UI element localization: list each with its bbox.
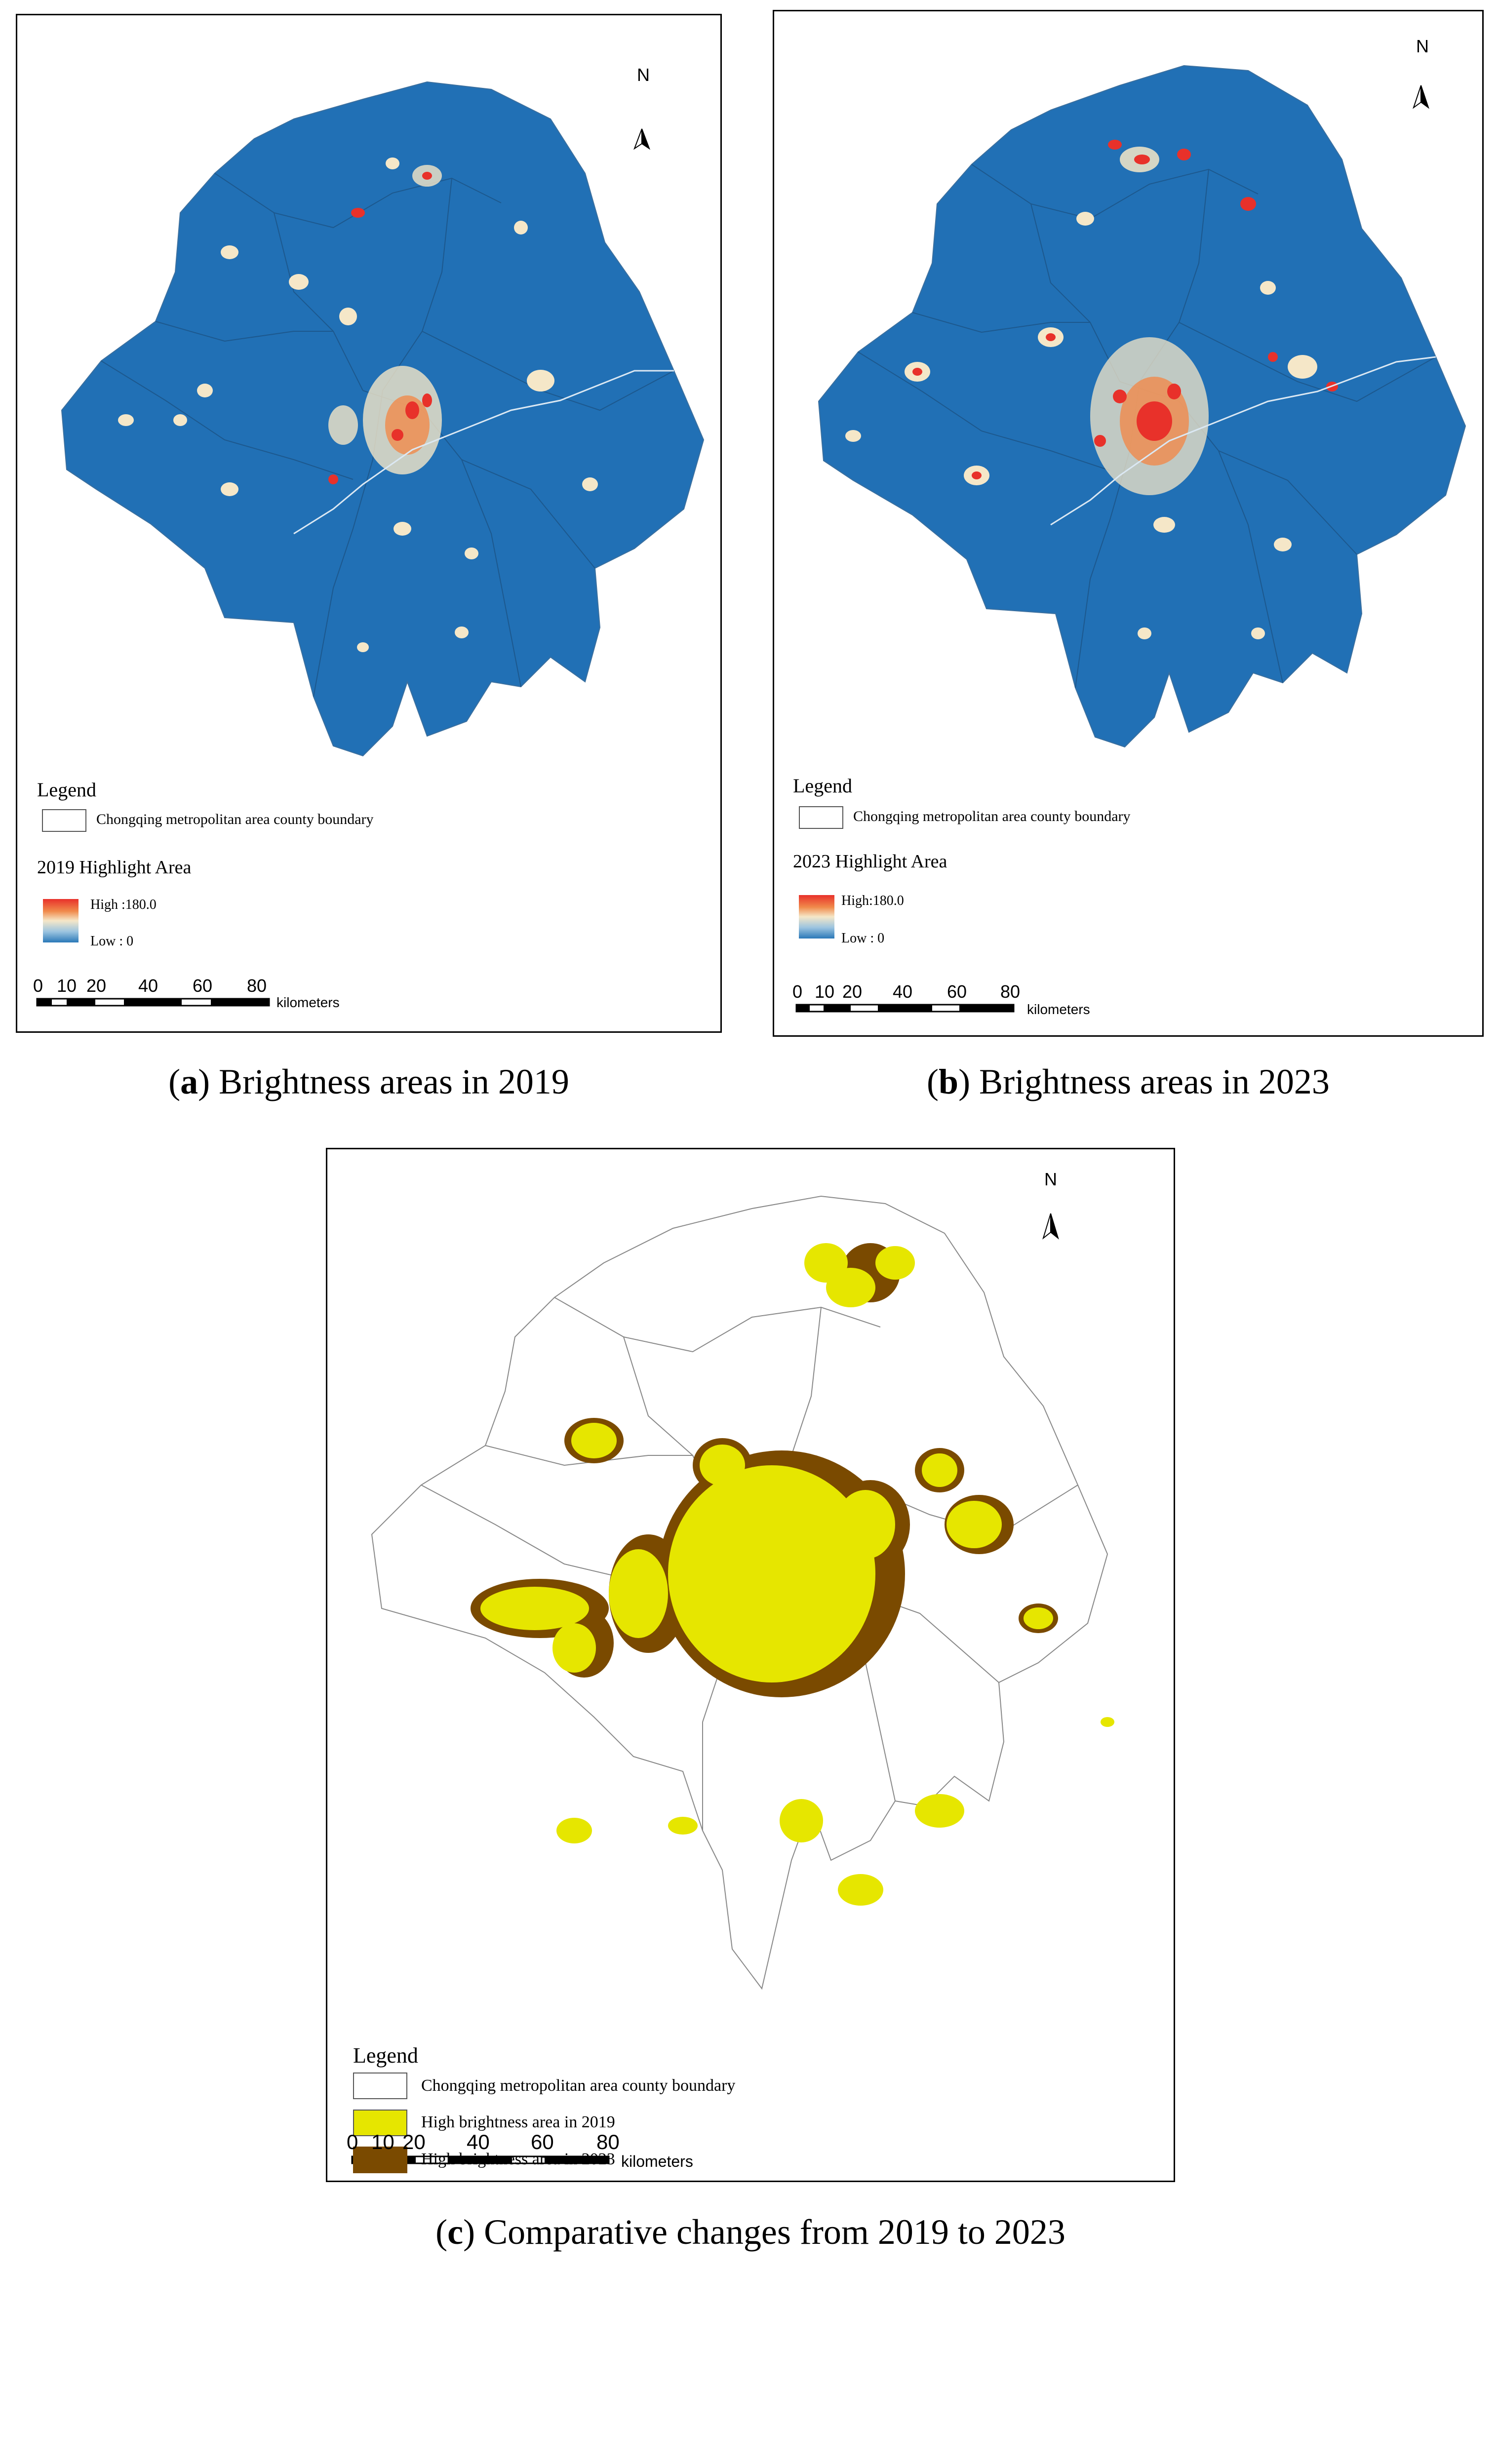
caption-text: ) Brightness areas in 2023 (958, 1062, 1330, 1101)
boundary-label: Chongqing metropolitan area county bound… (421, 2076, 736, 2095)
map-panel-comparison: N Legend Chongqing metropolitan area cou… (326, 1148, 1175, 2182)
scale-tick-label: 80 (1000, 981, 1021, 1002)
bright-spots-2019 (118, 157, 598, 652)
scale-unit: kilometers (1027, 1002, 1090, 1017)
map-panel-2023: N Legend Chongqing metropolitan area cou… (773, 10, 1484, 1037)
label-2023: High brightness area in 2023 (421, 2150, 615, 2168)
label-2019: High brightness area in 2019 (421, 2113, 615, 2131)
scale-tick-label: 60 (947, 981, 967, 1002)
scale-tick-label: 60 (531, 2130, 554, 2153)
brightness-color-ramp (799, 895, 834, 939)
high-brightness-2019 (480, 1243, 1114, 1906)
caption-c: (c) Comparative changes from 2019 to 202… (435, 2212, 1065, 2252)
brown-2023-swatch (353, 2147, 407, 2173)
caption-a: (a) Brightness areas in 2019 (168, 1062, 569, 1101)
boundary-label: Chongqing metropolitan area county bound… (853, 808, 1131, 824)
caption-text: ) Brightness areas in 2019 (198, 1062, 569, 1101)
brightness-color-ramp (43, 899, 79, 942)
scale-tick-label: 10 (57, 976, 77, 996)
highlight-title: 2023 Highlight Area (793, 851, 947, 872)
scale-tick-label: 10 (371, 2130, 394, 2153)
river-2019 (293, 370, 674, 535)
scale-tick-label: 80 (247, 976, 267, 996)
low-label: Low : 0 (90, 934, 134, 949)
scale-tick-label: 60 (193, 976, 213, 996)
river-2023 (1050, 356, 1436, 526)
caption-letter: b (939, 1062, 959, 1101)
north-arrow (1413, 85, 1429, 109)
brightness-map-2023 (795, 65, 1466, 1013)
legend-title: Legend (793, 775, 852, 797)
legend-title: Legend (37, 779, 96, 801)
scale-bar-2019 (36, 998, 270, 1007)
brightness-map-2019 (36, 81, 705, 1007)
north-label: N (1044, 1169, 1057, 1189)
scale-tick-label: 20 (86, 976, 107, 996)
north-label: N (1416, 36, 1429, 56)
scale-tick-label: 40 (467, 2130, 490, 2153)
yellow-2019-swatch (353, 2110, 407, 2136)
north-arrow (633, 128, 651, 150)
boundary-swatch (799, 806, 843, 829)
north-label: N (637, 65, 650, 85)
caption-b: (b) Brightness areas in 2023 (927, 1062, 1330, 1101)
scale-tick-label: 0 (792, 981, 803, 1002)
caption-text: ) Comparative changes from 2019 to 2023 (463, 2212, 1065, 2252)
scale-unit: kilometers (276, 995, 340, 1010)
scale-tick-label: 10 (815, 981, 835, 1002)
map-panel-2019: N Legend Chongqing metropolitan area cou… (16, 14, 722, 1033)
scale-tick-label: 20 (402, 2130, 426, 2153)
scale-tick-label: 40 (893, 981, 913, 1002)
boundary-label: Chongqing metropolitan area county bound… (96, 811, 374, 827)
boundary-swatch (353, 2073, 407, 2099)
boundary-swatch (42, 809, 86, 832)
scale-tick-label: 80 (596, 2130, 620, 2153)
scale-tick-label: 20 (842, 981, 863, 1002)
scale-bar-2023 (795, 1004, 1015, 1013)
legend-title: Legend (353, 2043, 418, 2068)
scale-unit: kilometers (621, 2152, 693, 2170)
high-label: High:180.0 (841, 893, 904, 908)
caption-letter: a (180, 1062, 198, 1101)
bright-spots-2023 (845, 140, 1338, 639)
scale-tick-label: 40 (138, 976, 158, 996)
north-arrow (1042, 1213, 1059, 1240)
caption-letter: c (447, 2212, 464, 2252)
scale-tick-label: 0 (33, 976, 43, 996)
low-label: Low : 0 (841, 931, 885, 946)
high-label: High :180.0 (90, 897, 157, 912)
highlight-title: 2019 Highlight Area (37, 857, 192, 878)
comparison-map (351, 1195, 1114, 2164)
scale-tick-label: 0 (347, 2130, 358, 2153)
